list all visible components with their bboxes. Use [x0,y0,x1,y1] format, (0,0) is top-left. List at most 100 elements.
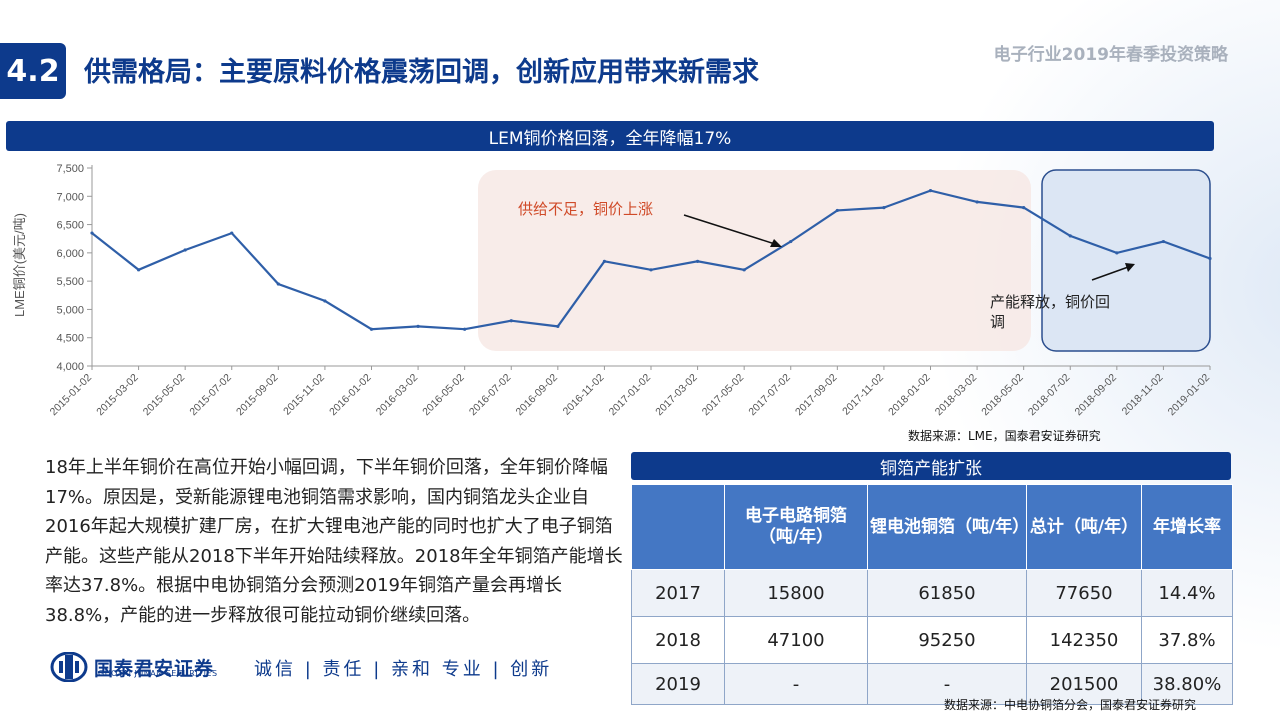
table-header-corner [631,484,725,570]
annotation-arrow-1-head [770,239,782,247]
table-header-pcb-foil: 电子电路铜箔（吨/年） [724,484,868,570]
data-point [789,239,793,244]
y-tick-label: 4,000 [56,361,84,373]
data-point [230,231,234,235]
x-tick-label: 2015-05-02 [141,372,188,419]
y-tick-label: 6,500 [56,220,84,232]
annotation-supply-short: 供给不足，铜价上涨 [518,201,653,218]
chart-title: LEM铜价格回落，全年降幅17% [6,121,1214,151]
data-point [1208,256,1212,261]
data-point [1161,239,1166,244]
chart-source: 数据来源：LME，国泰君安证券研究 [908,429,1101,443]
table-source: 数据来源：中电协铜箔分会，国泰君安证券研究 [944,698,1197,712]
table-cell: 47100 [724,616,868,664]
annotation-capacity-release-line1: 产能释放，铜价回 [990,294,1110,311]
x-tick-label: 2015-09-02 [234,372,281,419]
x-tick-label: 2018-01-02 [886,372,933,419]
x-tick-label: 2017-03-02 [653,372,700,419]
x-tick-label: 2016-03-02 [374,372,421,419]
x-tick-label: 2015-11-02 [281,372,327,418]
page-title: 供需格局：主要原料价格震荡回调，创新应用带来新需求 [84,57,759,88]
company-name-en: GUOTAI JUNAN SECURITIES [98,669,218,678]
data-point [1115,251,1119,255]
x-tick-label: 2016-01-02 [327,372,374,419]
data-point [695,259,700,263]
y-axis-label: LME铜价(美元/吨) [12,213,27,317]
table-cell: 38.80% [1141,663,1233,705]
table-cell: 61850 [867,569,1027,617]
company-logo: 国泰君安证券 [50,652,214,682]
x-tick-label: 2017-11-02 [840,372,886,418]
annotation-capacity-release-line2: 调 [990,314,1005,331]
x-tick-label: 2018-11-02 [1120,372,1166,418]
table-cell: 2019 [631,663,725,705]
data-point [742,268,746,272]
y-tick-label: 5,000 [56,304,84,316]
table-cell: 2017 [631,569,725,617]
data-point [556,324,560,328]
table-cell: 15800 [724,569,868,617]
x-tick-label: 2015-07-02 [187,372,234,419]
copper-price-chart: 4,000 4,500 5,000 5,500 6,000 6,500 7,000 7,500… [12,163,1213,419]
table-cell: 2018 [631,616,725,664]
table-header-growth: 年增长率 [1141,484,1233,570]
x-tick-label: 2017-07-02 [746,372,793,419]
annotation-arrow-1 [683,214,779,246]
company-name-cn: 国泰君安证券 [94,657,215,680]
x-tick-label: 2016-09-02 [513,372,560,419]
fall-highlight-box [1041,169,1211,352]
capacity-table: 电子电路铜箔（吨/年） 锂电池铜箔（吨/年） 总计（吨/年） 年增长率 2017… [631,484,1233,705]
data-point [136,268,141,272]
x-tick-label: 2016-07-02 [467,372,514,419]
data-point [882,206,886,210]
x-tick-label: 2018-03-02 [933,372,980,419]
table-cell: 37.8% [1141,616,1233,664]
data-point [90,231,94,235]
report-name: 电子行业2019年春季投资策略 [993,45,1228,65]
data-point [509,319,513,323]
y-tick-label: 5,500 [56,276,84,288]
y-tick-label: 7,500 [56,163,84,175]
table-row: 2017 15800 61850 77650 14.4% [631,569,1233,617]
company-slogan: 诚信 | 责任 | 亲和 专业 | 创新 [254,659,553,680]
data-point [928,189,933,193]
data-point [1068,234,1072,238]
annotation-arrow-2 [1091,265,1132,281]
table-cell: 14.4% [1141,569,1233,617]
rise-highlight-box [478,170,1031,351]
data-point [602,259,607,263]
x-tick-label: 2017-09-02 [793,372,840,419]
table-title: 铜箔产能扩张 [631,452,1231,480]
x-tick-label: 2017-01-02 [607,372,654,419]
company-logo-icon [50,652,88,682]
data-point [649,268,653,272]
data-point [183,248,187,252]
data-point [835,208,839,213]
x-tick-label: 2018-05-02 [979,372,1026,419]
x-tick-label: 2019-01-02 [1166,372,1213,419]
table-cell: 95250 [867,616,1027,664]
y-tick-label: 4,500 [56,333,84,345]
x-tick-label: 2018-07-02 [1026,372,1073,419]
x-tick-label: 2017-05-02 [700,372,747,419]
table-cell: - [724,663,868,705]
y-tick-label: 6,000 [56,248,84,260]
analysis-paragraph: 18年上半年铜价在高位开始小幅回调，下半年铜价回落，全年铜价降幅17%。原因是，… [45,457,623,626]
table-cell: 77650 [1026,569,1142,617]
x-tick-label: 2015-01-02 [48,372,95,419]
data-point [323,299,327,303]
table-header-total: 总计（吨/年） [1026,484,1142,570]
x-tick-label: 2016-11-02 [561,372,607,418]
x-tick-label: 2015-03-02 [94,372,141,419]
data-point [1022,206,1026,210]
x-tick-label: 2016-05-02 [420,372,467,419]
x-tick-label: 2018-09-02 [1072,372,1119,419]
section-number: 4.2 [0,43,66,99]
table-cell: 201500 [1026,663,1142,705]
data-point [276,282,280,286]
data-point [975,200,979,204]
annotation-arrow-2-head [1125,263,1135,272]
data-point [463,327,467,331]
table-row: 2018 47100 95250 142350 37.8% [631,616,1233,664]
